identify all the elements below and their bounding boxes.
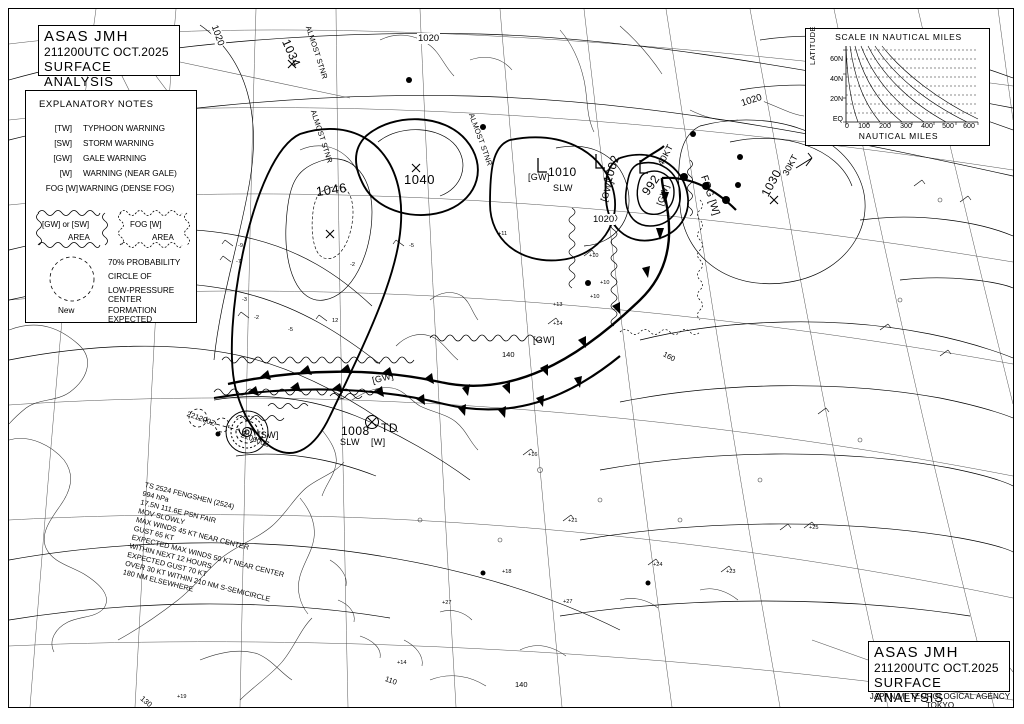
station-temp-7: -2 — [350, 262, 355, 268]
legend-desc-fogw: WARNING (DENSE FOG) — [79, 184, 175, 193]
td-warning: [W] — [371, 437, 386, 447]
high-center-1040-pressure: 1040 — [404, 172, 435, 187]
gw-sw-area-label-2: AREA — [68, 233, 90, 242]
title-block-bottom: ASAS JMH 211200UTC OCT.2025 SURFACE ANAL… — [868, 641, 1010, 705]
legend-desc-tw: TYPHOON WARNING — [83, 124, 166, 133]
title-block-top: ASAS JMH 211200UTC OCT.2025 SURFACE ANAL… — [38, 25, 180, 89]
explanatory-notes-legend: EXPLANATORY NOTES [TW] TYPHOON WARNING [… — [25, 90, 197, 324]
fog-area-label-2: AREA — [152, 233, 174, 242]
station-temp-21: +27 — [442, 600, 452, 606]
title-line-datetime-2: 211200UTC OCT.2025 — [874, 661, 999, 675]
pressure-centers — [188, 59, 779, 454]
station-temp-9: +11 — [498, 231, 508, 237]
observation-dots — [215, 77, 743, 586]
agency-credit: JAPAN METEOROLOGICAL AGENCY TOKYO — [869, 692, 1011, 710]
title-line-product-2: ASAS JMH — [874, 644, 959, 661]
scale-nomogram — [843, 45, 979, 125]
title-line-product: ASAS JMH — [44, 28, 129, 45]
legend-code-gw: [GW] — [53, 154, 72, 163]
new-description: FORMATION EXPECTED — [108, 306, 157, 324]
station-temp-24: +19 — [177, 694, 187, 700]
grid-label-140-a: 140 — [502, 350, 515, 359]
scale-legend: SCALE IN NAUTICAL MILES NAUTICAL MILES L… — [805, 26, 990, 146]
new-label: New — [58, 306, 75, 315]
station-temp-19: +23 — [726, 569, 736, 575]
grid-label-140-b: 140 — [515, 680, 528, 689]
title-line-datetime: 211200UTC OCT.2025 — [44, 45, 169, 59]
scale-xtick-200: 200 — [879, 123, 891, 130]
scale-ytick-60n: 60N — [830, 56, 843, 63]
scale-xtick-500: 500 — [942, 123, 954, 130]
low-center-1010-pressure: 1010 — [548, 165, 577, 179]
station-temp-6: 12 — [332, 318, 339, 324]
probability-text-1: 70% PROBABILITY — [108, 258, 181, 267]
station-temp-17: +18 — [502, 569, 512, 575]
gw-sw-area-label-1: [GW] or [SW] — [42, 220, 90, 229]
legend-desc-sw: STORM WARNING — [83, 139, 154, 148]
station-temp-16: +21 — [568, 518, 578, 524]
station-temp-12: +13 — [553, 302, 563, 308]
probability-text-3: LOW-PRESSURE CENTER — [108, 286, 175, 304]
scale-xtick-600: 600 — [963, 123, 975, 130]
scale-xtick-0: 0 — [845, 123, 849, 130]
title-line-type: SURFACE ANALYSIS — [44, 59, 114, 89]
station-temp-22: +27 — [563, 599, 573, 605]
station-temp-2: -7 — [236, 259, 241, 265]
probability-circle-sample — [49, 256, 95, 302]
low-center-1010-motion: SLW — [553, 183, 573, 193]
gw-sw-area-sample — [36, 210, 108, 248]
station-temp-4: -2 — [254, 315, 259, 321]
station-temp-11: +10 — [600, 280, 610, 286]
scale-xtick-300: 300 — [900, 123, 912, 130]
station-temp-18: +24 — [653, 562, 663, 568]
td-motion: SLW — [340, 437, 360, 447]
warning-area-boundaries — [213, 159, 703, 421]
legend-desc-w: WARNING (NEAR GALE) — [83, 169, 177, 178]
legend-desc-gw: GALE WARNING — [83, 154, 147, 163]
low-center-1010-warning: [GW] — [528, 172, 550, 182]
scale-bottom-label: NAUTICAL MILES — [858, 131, 939, 141]
legend-code-fogw: FOG [W] — [45, 184, 78, 193]
td-label: TD — [381, 421, 398, 435]
scale-ytick-20n: 20N — [830, 96, 843, 103]
isobar-label-1020-c: 1020 — [592, 214, 616, 225]
scale-xtick-400: 400 — [921, 123, 933, 130]
station-temp-1: -9 — [238, 243, 243, 249]
wind-barbs — [219, 179, 972, 573]
fog-area-sample — [118, 210, 190, 248]
scale-ytick-40n: 40N — [830, 76, 843, 83]
notes-header: EXPLANATORY NOTES — [39, 99, 154, 110]
scale-title: SCALE IN NAUTICAL MILES — [835, 32, 962, 42]
legend-code-w: [W] — [59, 169, 72, 178]
station-temp-23: +14 — [397, 660, 407, 666]
station-temp-15: +16 — [528, 452, 538, 458]
gale-warning-label-1: [GW] — [533, 335, 555, 345]
storm-warning-label: [SW] — [258, 430, 279, 440]
station-temp-8: -5 — [409, 243, 414, 249]
motion-arrow — [795, 152, 813, 169]
td-center-pressure: 1008 — [341, 424, 370, 438]
fog-area-label-1: FOG [W] — [130, 220, 162, 229]
station-temp-3: -3 — [242, 297, 247, 303]
title-line-type-2: SURFACE ANALYSIS — [874, 675, 944, 705]
legend-code-tw: [TW] — [54, 124, 72, 133]
chart-frame — [8, 8, 1014, 708]
station-temp-13: +10 — [590, 294, 600, 300]
legend-code-sw: [SW] — [54, 139, 72, 148]
station-temp-5: -5 — [288, 327, 293, 333]
fronts — [213, 145, 737, 418]
probability-text-2: CIRCLE OF — [108, 272, 152, 281]
scale-xtick-100: 100 — [858, 123, 870, 130]
isobar-label-1020-b: 1020 — [417, 33, 441, 44]
station-temp-20: +25 — [809, 525, 819, 531]
station-temp-10: +10 — [589, 253, 599, 259]
station-temp-14: +14 — [553, 321, 563, 327]
scale-ytick-eq: EQ — [832, 116, 843, 123]
